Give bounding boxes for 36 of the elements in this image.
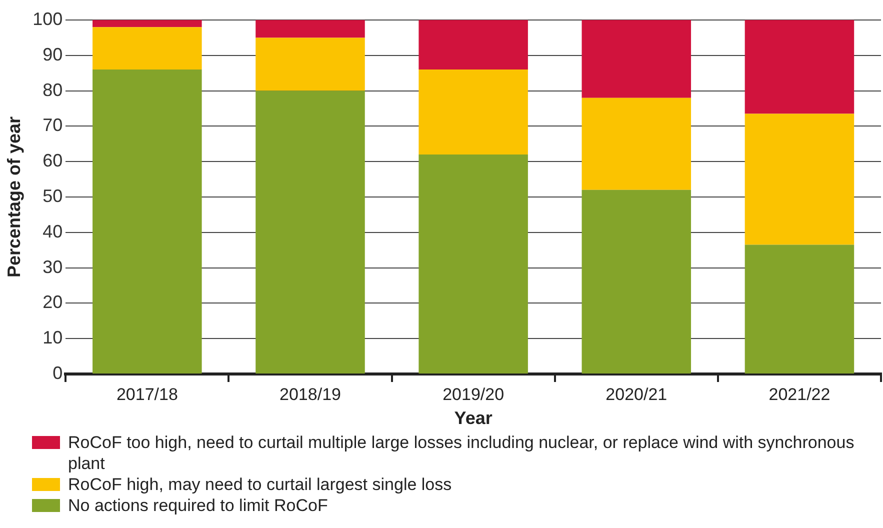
bar: [582, 190, 692, 374]
bar: [92, 27, 202, 70]
y-tick-label: 100: [32, 8, 63, 29]
bar: [418, 154, 528, 374]
x-tick-label: 2020/21: [606, 384, 668, 404]
y-axis-title: Percentage of year: [4, 116, 24, 278]
bar: [92, 70, 202, 374]
bar: [744, 114, 854, 245]
y-tick-label: 0: [52, 362, 63, 383]
y-tick-label: 80: [42, 80, 63, 100]
x-tick-label: 2017/18: [116, 384, 178, 404]
y-tick-label: 10: [42, 328, 63, 348]
y-tick-label: 30: [42, 256, 63, 277]
legend-label: RoCoF too high, need to curtail multiple large losses including nuclear, or replace wind with synchronous plant: [68, 432, 856, 474]
x-tick-label: 2018/19: [280, 384, 341, 404]
bar: [582, 98, 692, 190]
y-tick-label: 90: [42, 44, 63, 64]
bar: [256, 90, 365, 374]
bar: [418, 20, 528, 70]
y-tick-label: 50: [42, 186, 63, 206]
bar: [256, 38, 365, 91]
y-tick-label: 60: [42, 150, 63, 171]
x-tick-label: 2021/22: [768, 384, 830, 404]
y-tick-label: 40: [42, 221, 63, 242]
bar: [256, 20, 365, 38]
bar: [418, 70, 528, 155]
bar: [92, 20, 202, 28]
bar: [744, 20, 854, 114]
y-tick-label: 20: [42, 292, 63, 312]
x-axis-title: Year: [454, 408, 492, 428]
legend-label: No actions required to limit RoCoF: [68, 495, 328, 516]
bar: [582, 20, 692, 98]
bar: [744, 244, 854, 374]
x-tick-label: 2019/20: [442, 384, 504, 404]
y-tick-label: 70: [42, 115, 63, 136]
legend-label: RoCoF high, may need to curtail largest single loss: [68, 474, 452, 495]
